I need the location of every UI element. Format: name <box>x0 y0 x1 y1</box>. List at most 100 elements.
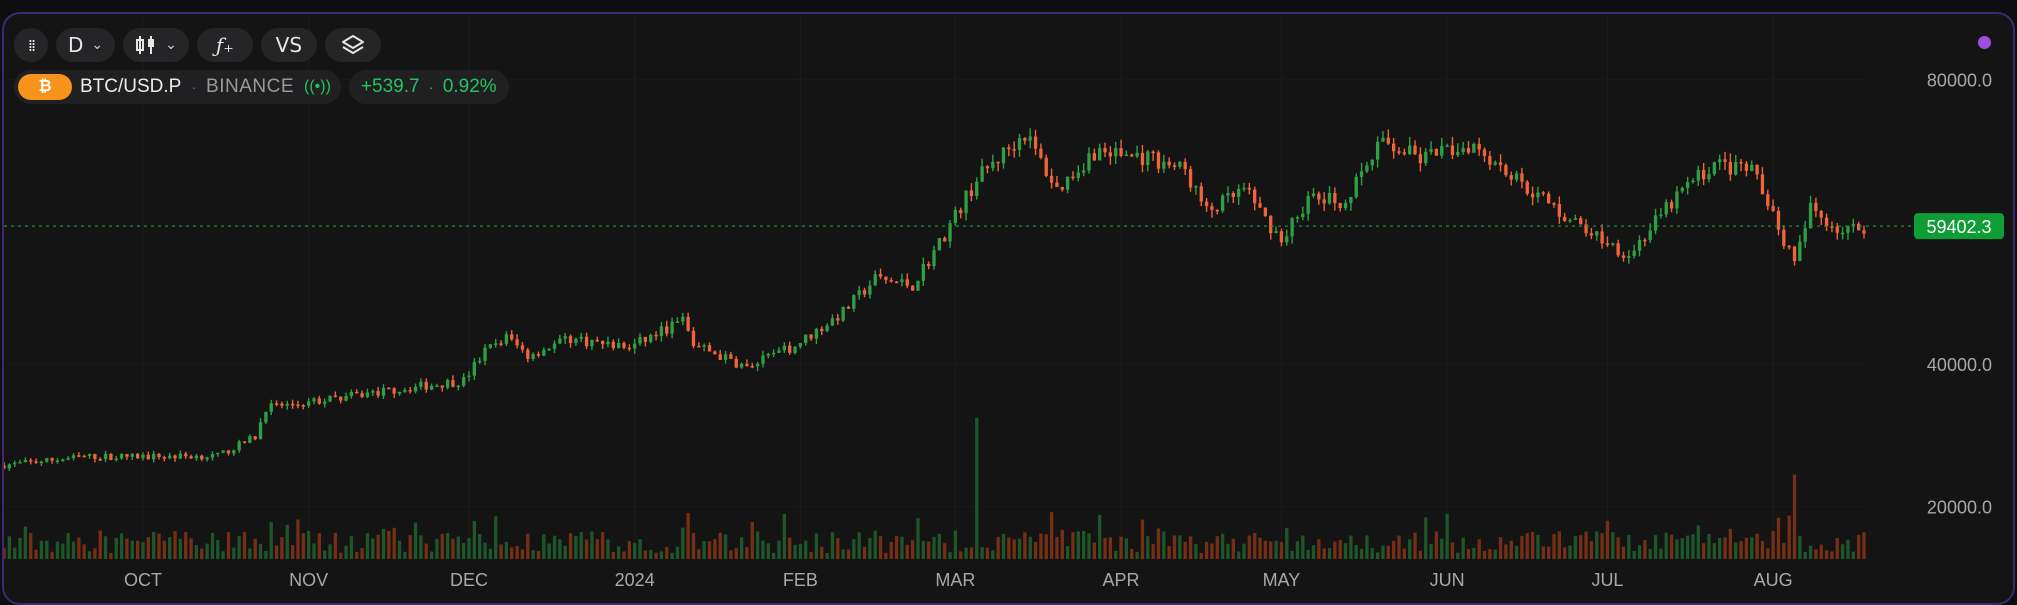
candle-body <box>862 290 867 295</box>
volume-bar <box>761 540 765 559</box>
compare-button[interactable]: VS <box>260 28 317 62</box>
candle-body <box>852 295 856 309</box>
candle-body <box>536 354 541 356</box>
volume-bar <box>264 550 268 559</box>
volume-bar <box>210 532 215 559</box>
volume-bar <box>419 535 423 559</box>
candle-body <box>937 238 942 251</box>
volume-bar <box>1413 532 1417 559</box>
volume-bar <box>13 547 17 559</box>
volume-bar <box>504 542 509 559</box>
candle-body <box>1450 145 1455 156</box>
indicators-button[interactable]: ƒ₊ <box>196 28 253 62</box>
volume-bar <box>1541 546 1545 559</box>
candle-body <box>1370 159 1374 166</box>
candle-body <box>162 457 167 459</box>
candle-body <box>681 316 685 322</box>
candle-body <box>910 285 915 291</box>
volume-bar <box>29 533 33 559</box>
candle-body <box>349 391 354 397</box>
candle-body <box>638 336 642 344</box>
volume-bar <box>194 545 199 559</box>
interval-selector[interactable]: D ⌄ <box>56 28 116 62</box>
candle-body <box>1616 243 1620 256</box>
volume-bar <box>1482 550 1487 559</box>
volume-bar <box>552 535 557 559</box>
candle-body <box>1659 214 1663 216</box>
volume-bar <box>830 532 835 559</box>
candle-body <box>467 375 471 378</box>
volume-bar <box>178 538 183 559</box>
volume-bar <box>1017 538 1022 559</box>
candle-body <box>1627 255 1631 258</box>
candle-body <box>654 334 658 337</box>
candle-body <box>1600 231 1604 244</box>
candle-body <box>429 385 434 390</box>
volume-bar <box>1728 528 1733 559</box>
candle-body <box>1675 191 1679 209</box>
volume-bar <box>1632 551 1636 559</box>
volume-bar <box>1295 541 1300 559</box>
volume-bar <box>1643 539 1647 559</box>
x-tick-label: AUG <box>1754 570 1793 590</box>
candle-body <box>809 334 813 339</box>
volume-bar <box>413 522 418 559</box>
candle-body <box>61 459 65 462</box>
candle-body <box>659 326 664 337</box>
candle-body <box>1766 194 1770 207</box>
candle-body <box>1429 149 1433 152</box>
candle-body <box>1563 216 1567 221</box>
volume-bar <box>1044 534 1048 559</box>
candle-body <box>200 455 204 460</box>
candle-body <box>1140 152 1145 165</box>
volume-bar <box>61 543 65 559</box>
candle-body <box>649 334 653 342</box>
candle-body <box>1317 193 1321 200</box>
volume-bar <box>93 548 97 559</box>
volume-bar <box>1349 535 1353 559</box>
volume-bar <box>1814 549 1818 559</box>
candle-body <box>1648 230 1652 241</box>
candle-body <box>312 398 316 402</box>
candle-body <box>93 454 97 460</box>
volume-bar <box>900 536 904 559</box>
volume-bar <box>1204 542 1209 559</box>
candle-body <box>1151 151 1155 154</box>
volume-bar <box>221 551 225 559</box>
candle-body <box>66 458 70 460</box>
volume-bar <box>456 536 460 559</box>
volume-bar <box>846 549 851 559</box>
symbol-pill[interactable]: ₿ BTC/USD.P · BINANCE ((•)) <box>14 70 341 104</box>
layers-button[interactable] <box>324 28 381 62</box>
chevron-down-icon: ⌄ <box>91 37 104 53</box>
grip-button[interactable]: ⁞⁞ <box>14 28 48 62</box>
x-tick-label: FEB <box>783 570 818 590</box>
volume-bar <box>814 533 819 559</box>
volume-bar <box>1605 520 1610 559</box>
candle-body <box>1584 224 1588 234</box>
candle-body <box>1247 187 1252 190</box>
volume-bar <box>87 551 92 559</box>
volume-bar <box>1493 549 1497 559</box>
candle-body <box>1306 195 1310 214</box>
candle-body <box>1060 187 1064 190</box>
volume-bar <box>964 547 968 559</box>
volume-bar <box>606 539 610 559</box>
volume-bar <box>1076 531 1080 559</box>
candle-body <box>1178 161 1182 167</box>
volume-bar <box>1290 550 1294 559</box>
candle-body <box>1162 161 1166 169</box>
volume-bar <box>1381 545 1385 559</box>
candle-body <box>1488 156 1492 165</box>
volume-bar <box>616 546 621 559</box>
volume-bar <box>755 531 760 559</box>
volume-bar <box>1092 542 1097 559</box>
chart-type-selector[interactable]: ⌄ <box>123 28 189 62</box>
volume-bar <box>1081 530 1086 559</box>
candle-body <box>141 454 145 459</box>
volume-bar <box>77 537 81 559</box>
candle-body <box>290 403 295 406</box>
candle-body <box>280 403 284 406</box>
volume-bar <box>1365 535 1369 559</box>
volume-bar <box>1621 546 1626 559</box>
